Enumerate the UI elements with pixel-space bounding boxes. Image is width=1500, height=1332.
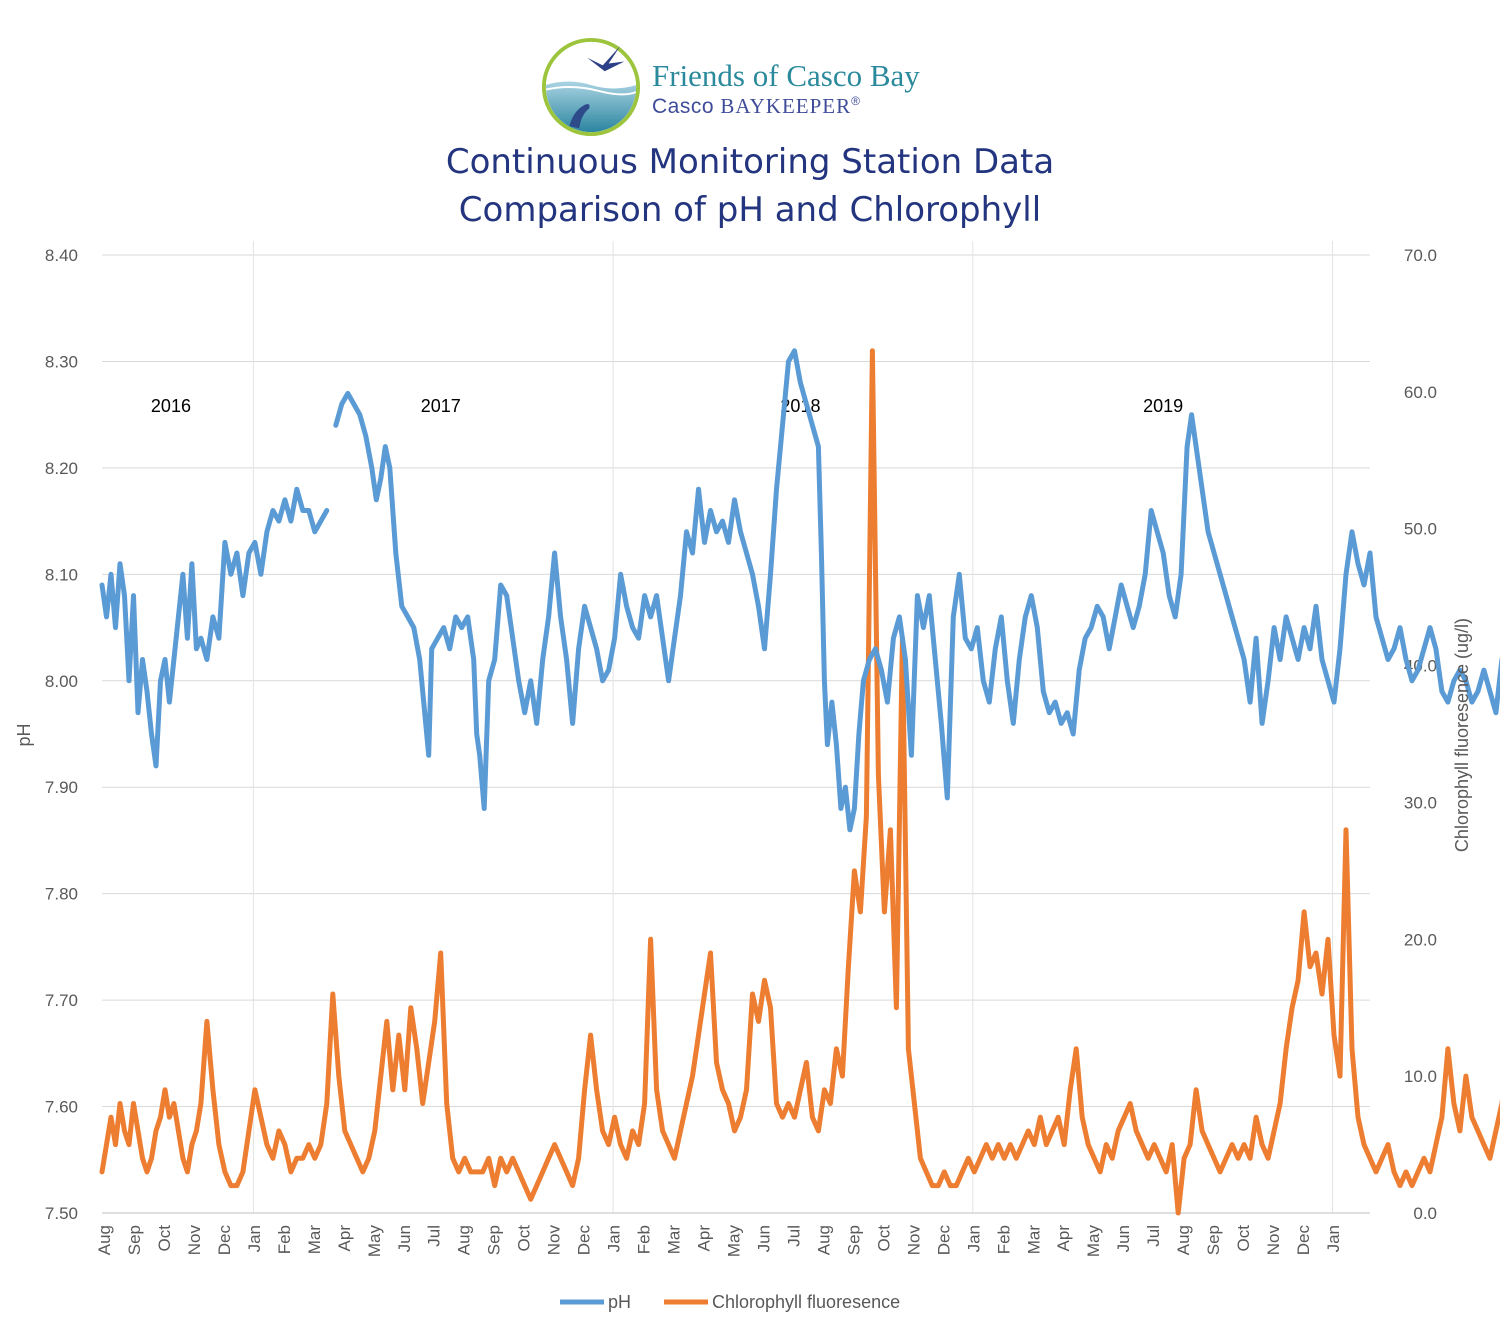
y-tick-label: 7.90 bbox=[45, 778, 78, 797]
registered-mark: ® bbox=[851, 94, 861, 108]
y-tick-label: 8.30 bbox=[45, 352, 78, 371]
x-tick-label: Aug bbox=[455, 1225, 474, 1255]
x-tick-label: Jan bbox=[605, 1225, 624, 1252]
x-tick-label: Mar bbox=[665, 1225, 684, 1255]
x-tick-label: Feb bbox=[994, 1225, 1013, 1254]
org-sub-prefix: Casco bbox=[652, 95, 715, 118]
ph-line bbox=[99, 486, 330, 769]
y2-tick-label: 30.0 bbox=[1404, 793, 1437, 812]
y-tick-label: 7.50 bbox=[45, 1204, 78, 1223]
x-tick-label: Jun bbox=[1114, 1225, 1133, 1252]
y2-tick-label: 20.0 bbox=[1404, 930, 1437, 949]
bird-wave-fish-logo-icon bbox=[541, 37, 641, 137]
x-tick-label: Jan bbox=[245, 1225, 264, 1252]
y2-tick-label: 70.0 bbox=[1404, 246, 1437, 265]
x-tick-label: Aug bbox=[1174, 1225, 1193, 1255]
gridlines bbox=[102, 241, 1370, 1214]
x-tick-label: Jan bbox=[1324, 1225, 1343, 1252]
y2-tick-label: 60.0 bbox=[1404, 383, 1437, 402]
legend-chl-label: Chlorophyll fluoresence bbox=[712, 1292, 900, 1312]
x-tick-label: Oct bbox=[874, 1225, 893, 1252]
x-tick-label: Jun bbox=[754, 1225, 773, 1252]
x-tick-label: Feb bbox=[635, 1225, 654, 1254]
logo: Friends of Casco Bay Casco BAYKEEPER® bbox=[540, 32, 960, 144]
x-tick-label: May bbox=[365, 1225, 384, 1258]
y-tick-label: 8.00 bbox=[45, 672, 78, 691]
y2-tick-label: 0.0 bbox=[1413, 1204, 1437, 1223]
x-tick-label: Oct bbox=[155, 1225, 174, 1252]
x-tick-label: Jul bbox=[425, 1225, 444, 1247]
year-label: 2016 bbox=[151, 396, 191, 416]
x-tick-label: Nov bbox=[904, 1225, 923, 1256]
series-chlorophyll bbox=[99, 348, 1500, 1216]
x-tick-label: Apr bbox=[335, 1225, 354, 1252]
x-tick-label: Jul bbox=[784, 1225, 803, 1247]
y-tick-label: 7.70 bbox=[45, 991, 78, 1010]
x-tick-label: Sep bbox=[1204, 1225, 1223, 1255]
ph-line bbox=[333, 348, 1500, 833]
x-tick-label: Jan bbox=[964, 1225, 983, 1252]
x-tick-label: Dec bbox=[575, 1225, 594, 1256]
org-sub-main: BAYKEEPER bbox=[720, 94, 852, 118]
y-tick-label: 8.10 bbox=[45, 565, 78, 584]
y-tick-label: 8.20 bbox=[45, 459, 78, 478]
x-tick-label: Sep bbox=[485, 1225, 504, 1255]
chlorophyll-line bbox=[99, 348, 1500, 1216]
legend-ph-label: pH bbox=[608, 1292, 631, 1312]
x-tick-label: May bbox=[1084, 1225, 1103, 1258]
series-layer bbox=[99, 348, 1500, 1216]
chart-title-line2: Comparison of pH and Chlorophyll bbox=[458, 190, 1042, 230]
x-tick-label: Jun bbox=[395, 1225, 414, 1252]
x-tick-label: Nov bbox=[1264, 1225, 1283, 1256]
y2-tick-label: 50.0 bbox=[1404, 520, 1437, 539]
y-axis-left: 7.50 7.60 7.70 7.80 7.90 8.00 8.10 8.20 8.30 8.40 bbox=[45, 246, 78, 1223]
y2-tick-label: 10.0 bbox=[1404, 1067, 1437, 1086]
y-axis-right: 0.010.020.030.040.050.060.070.0 bbox=[1404, 246, 1437, 1223]
y-tick-label: 7.60 bbox=[45, 1098, 78, 1117]
y-tick-label: 7.80 bbox=[45, 885, 78, 904]
x-tick-label: Nov bbox=[545, 1225, 564, 1256]
chart-title-line1: Continuous Monitoring Station Data bbox=[445, 142, 1055, 182]
series-ph bbox=[99, 348, 1500, 833]
x-tick-label: Dec bbox=[1294, 1225, 1313, 1256]
legend: pH Chlorophyll fluoresence bbox=[560, 1292, 900, 1312]
x-tick-label: Apr bbox=[1054, 1225, 1073, 1252]
x-axis: Aug Sep Oct Nov Dec Jan Feb Mar Apr May Jun Jul Aug S… bbox=[95, 1225, 1343, 1258]
x-tick-label: Oct bbox=[515, 1225, 534, 1252]
x-tick-label: Mar bbox=[305, 1225, 324, 1255]
year-annotations: 2016 2017 2018 2019 bbox=[151, 396, 1183, 416]
x-tick-label: Dec bbox=[934, 1225, 953, 1256]
y-axis-label: pH bbox=[14, 723, 34, 746]
year-label: 2017 bbox=[421, 396, 461, 416]
x-tick-label: May bbox=[725, 1225, 744, 1258]
x-tick-label: Aug bbox=[95, 1225, 114, 1255]
org-name: Friends of Casco Bay bbox=[652, 58, 920, 93]
x-tick-label: Apr bbox=[695, 1225, 714, 1252]
x-tick-label: Oct bbox=[1234, 1225, 1253, 1252]
y-tick-label: 8.40 bbox=[45, 246, 78, 265]
x-tick-label: Nov bbox=[185, 1225, 204, 1256]
year-label: 2019 bbox=[1143, 396, 1183, 416]
x-tick-label: Aug bbox=[814, 1225, 833, 1255]
org-subtitle: Casco BAYKEEPER® bbox=[652, 94, 860, 119]
x-tick-label: Dec bbox=[215, 1225, 234, 1256]
x-tick-label: Sep bbox=[844, 1225, 863, 1255]
x-tick-label: Sep bbox=[125, 1225, 144, 1255]
x-tick-label: Jul bbox=[1144, 1225, 1163, 1247]
x-tick-label: Feb bbox=[275, 1225, 294, 1254]
x-tick-label: Mar bbox=[1024, 1225, 1043, 1255]
y2-axis-label: Chlorophyll fluoresence (ug/l) bbox=[1452, 618, 1472, 852]
